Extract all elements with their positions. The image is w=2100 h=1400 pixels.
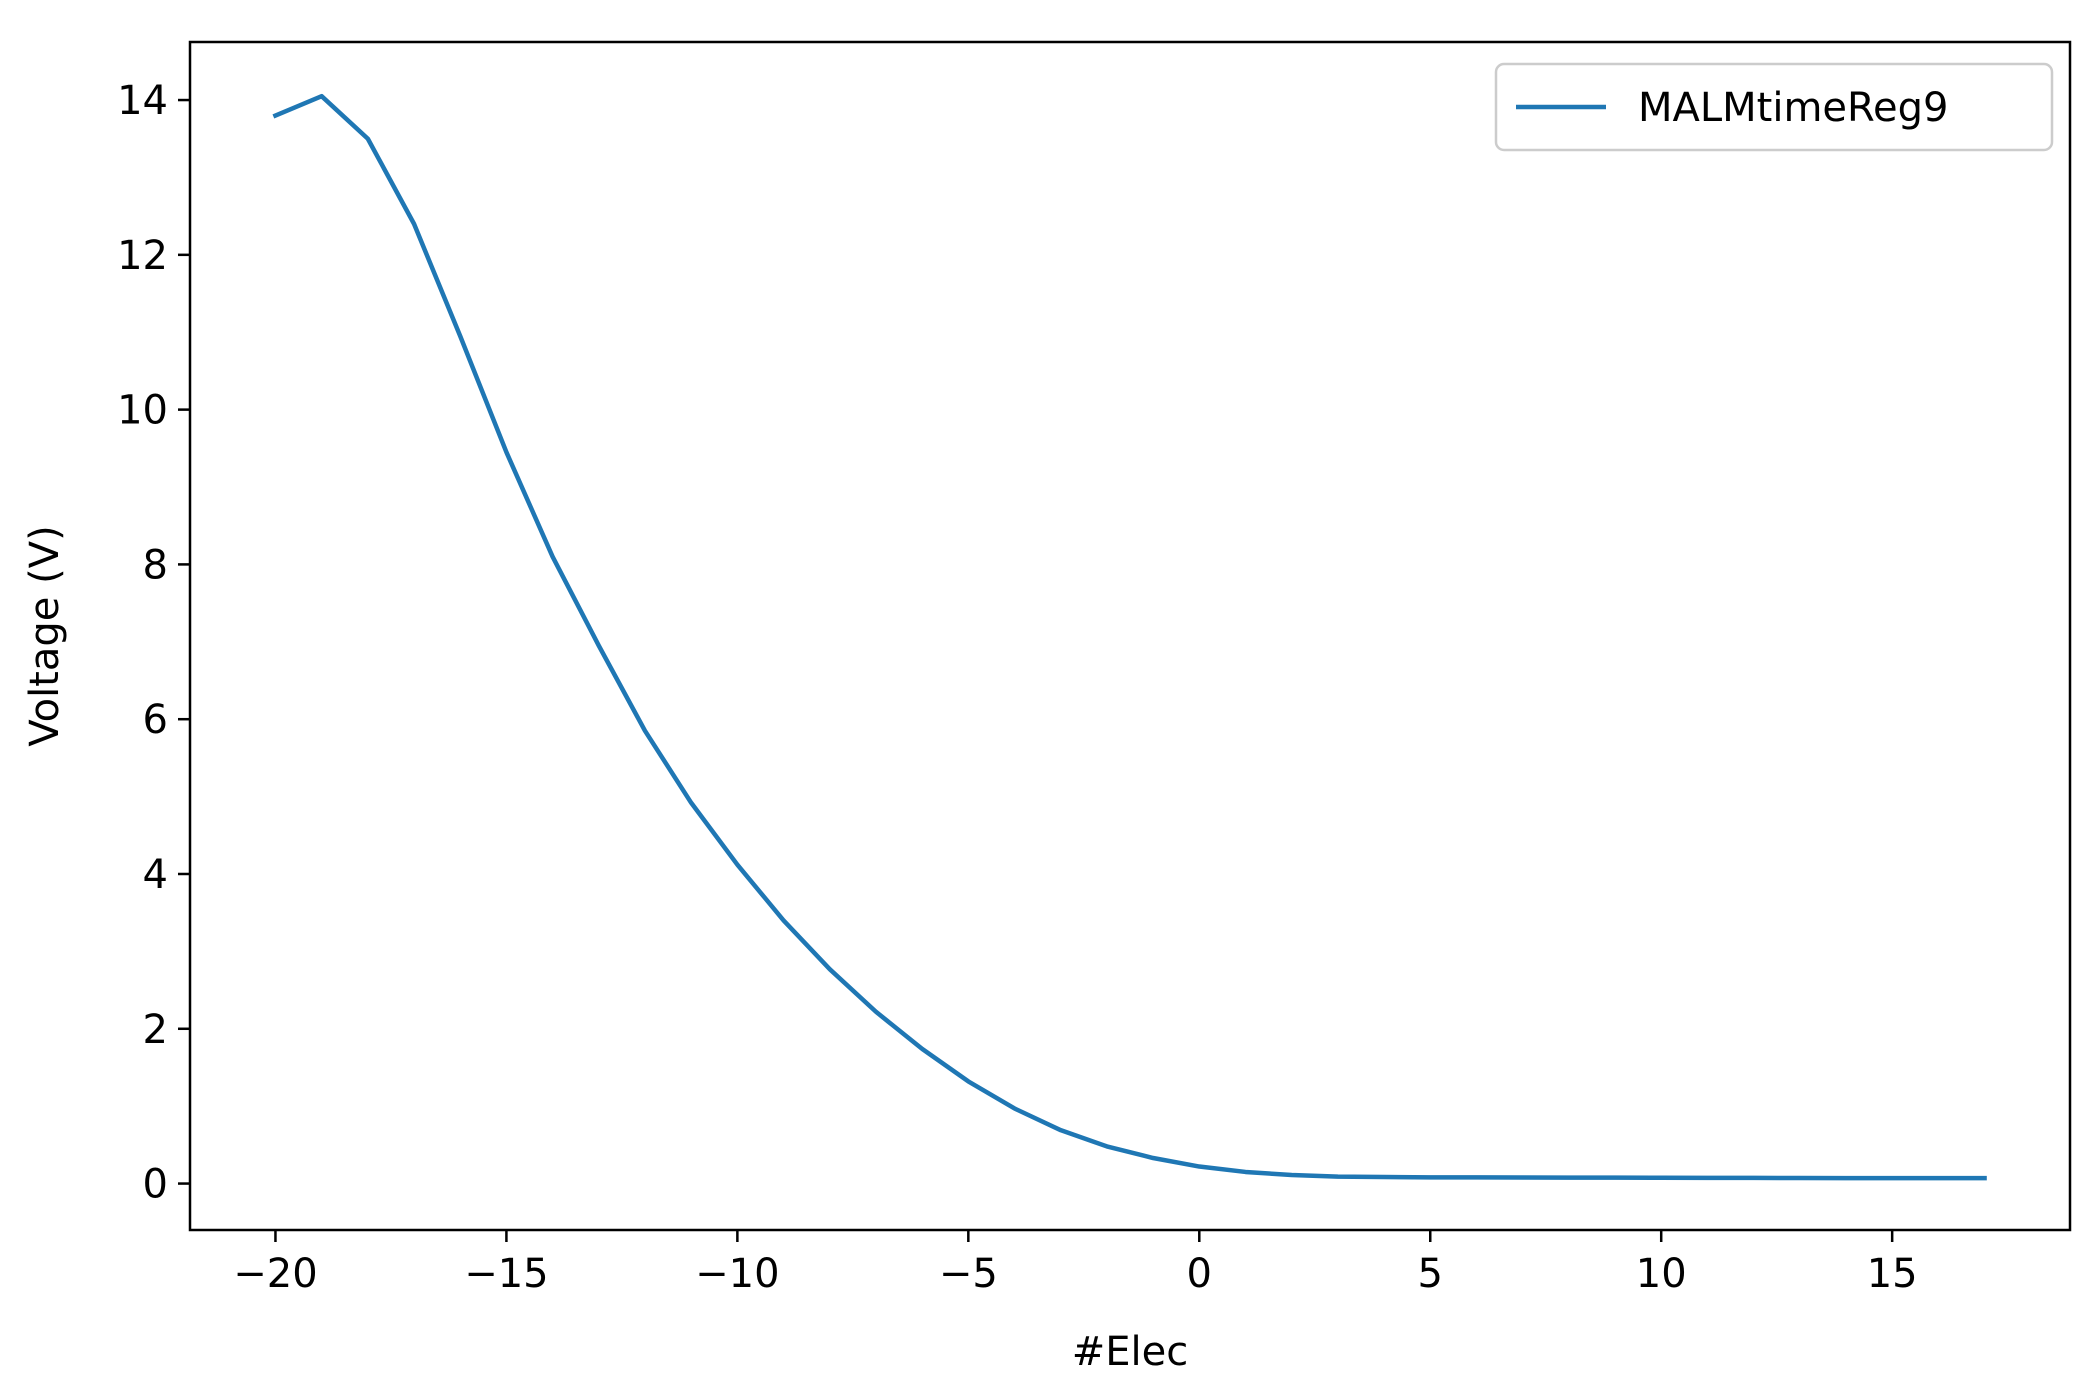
legend-label: MALMtimeReg9 [1638,85,1949,131]
y-tick-label: 12 [117,233,168,279]
y-tick-label: 0 [143,1162,168,1208]
x-tick-label: 10 [1636,1251,1687,1297]
y-tick-label: 8 [143,542,168,588]
y-tick-label: 6 [143,697,168,743]
plot-frame [188,40,2072,1232]
x-tick-label: 0 [1187,1251,1212,1297]
y-axis-ticks: 0 2 4 6 8 10 12 14 [117,78,190,1208]
x-tick-label: 15 [1867,1251,1918,1297]
x-tick-label: −15 [464,1251,548,1297]
y-tick-label: 2 [143,1007,168,1053]
x-tick-label: −10 [695,1251,779,1297]
x-tick-label: −20 [233,1251,317,1297]
x-tick-label: −5 [939,1251,998,1297]
series-layer [272,93,1987,1181]
y-tick-label: 10 [117,388,168,434]
x-tick-label: 5 [1418,1251,1443,1297]
y-tick-label: 14 [117,78,168,124]
legend: MALMtimeReg9 [1494,62,2054,152]
series-line-malmtimereg9 [272,93,1987,1181]
x-axis-ticks: −20 −15 −10 −5 0 5 10 15 [233,1230,1918,1297]
legend-box [1494,62,2054,152]
x-axis-label: #Elec [1072,1329,1189,1375]
y-tick-label: 4 [143,852,168,898]
y-axis-label: Voltage (V) [22,525,68,746]
